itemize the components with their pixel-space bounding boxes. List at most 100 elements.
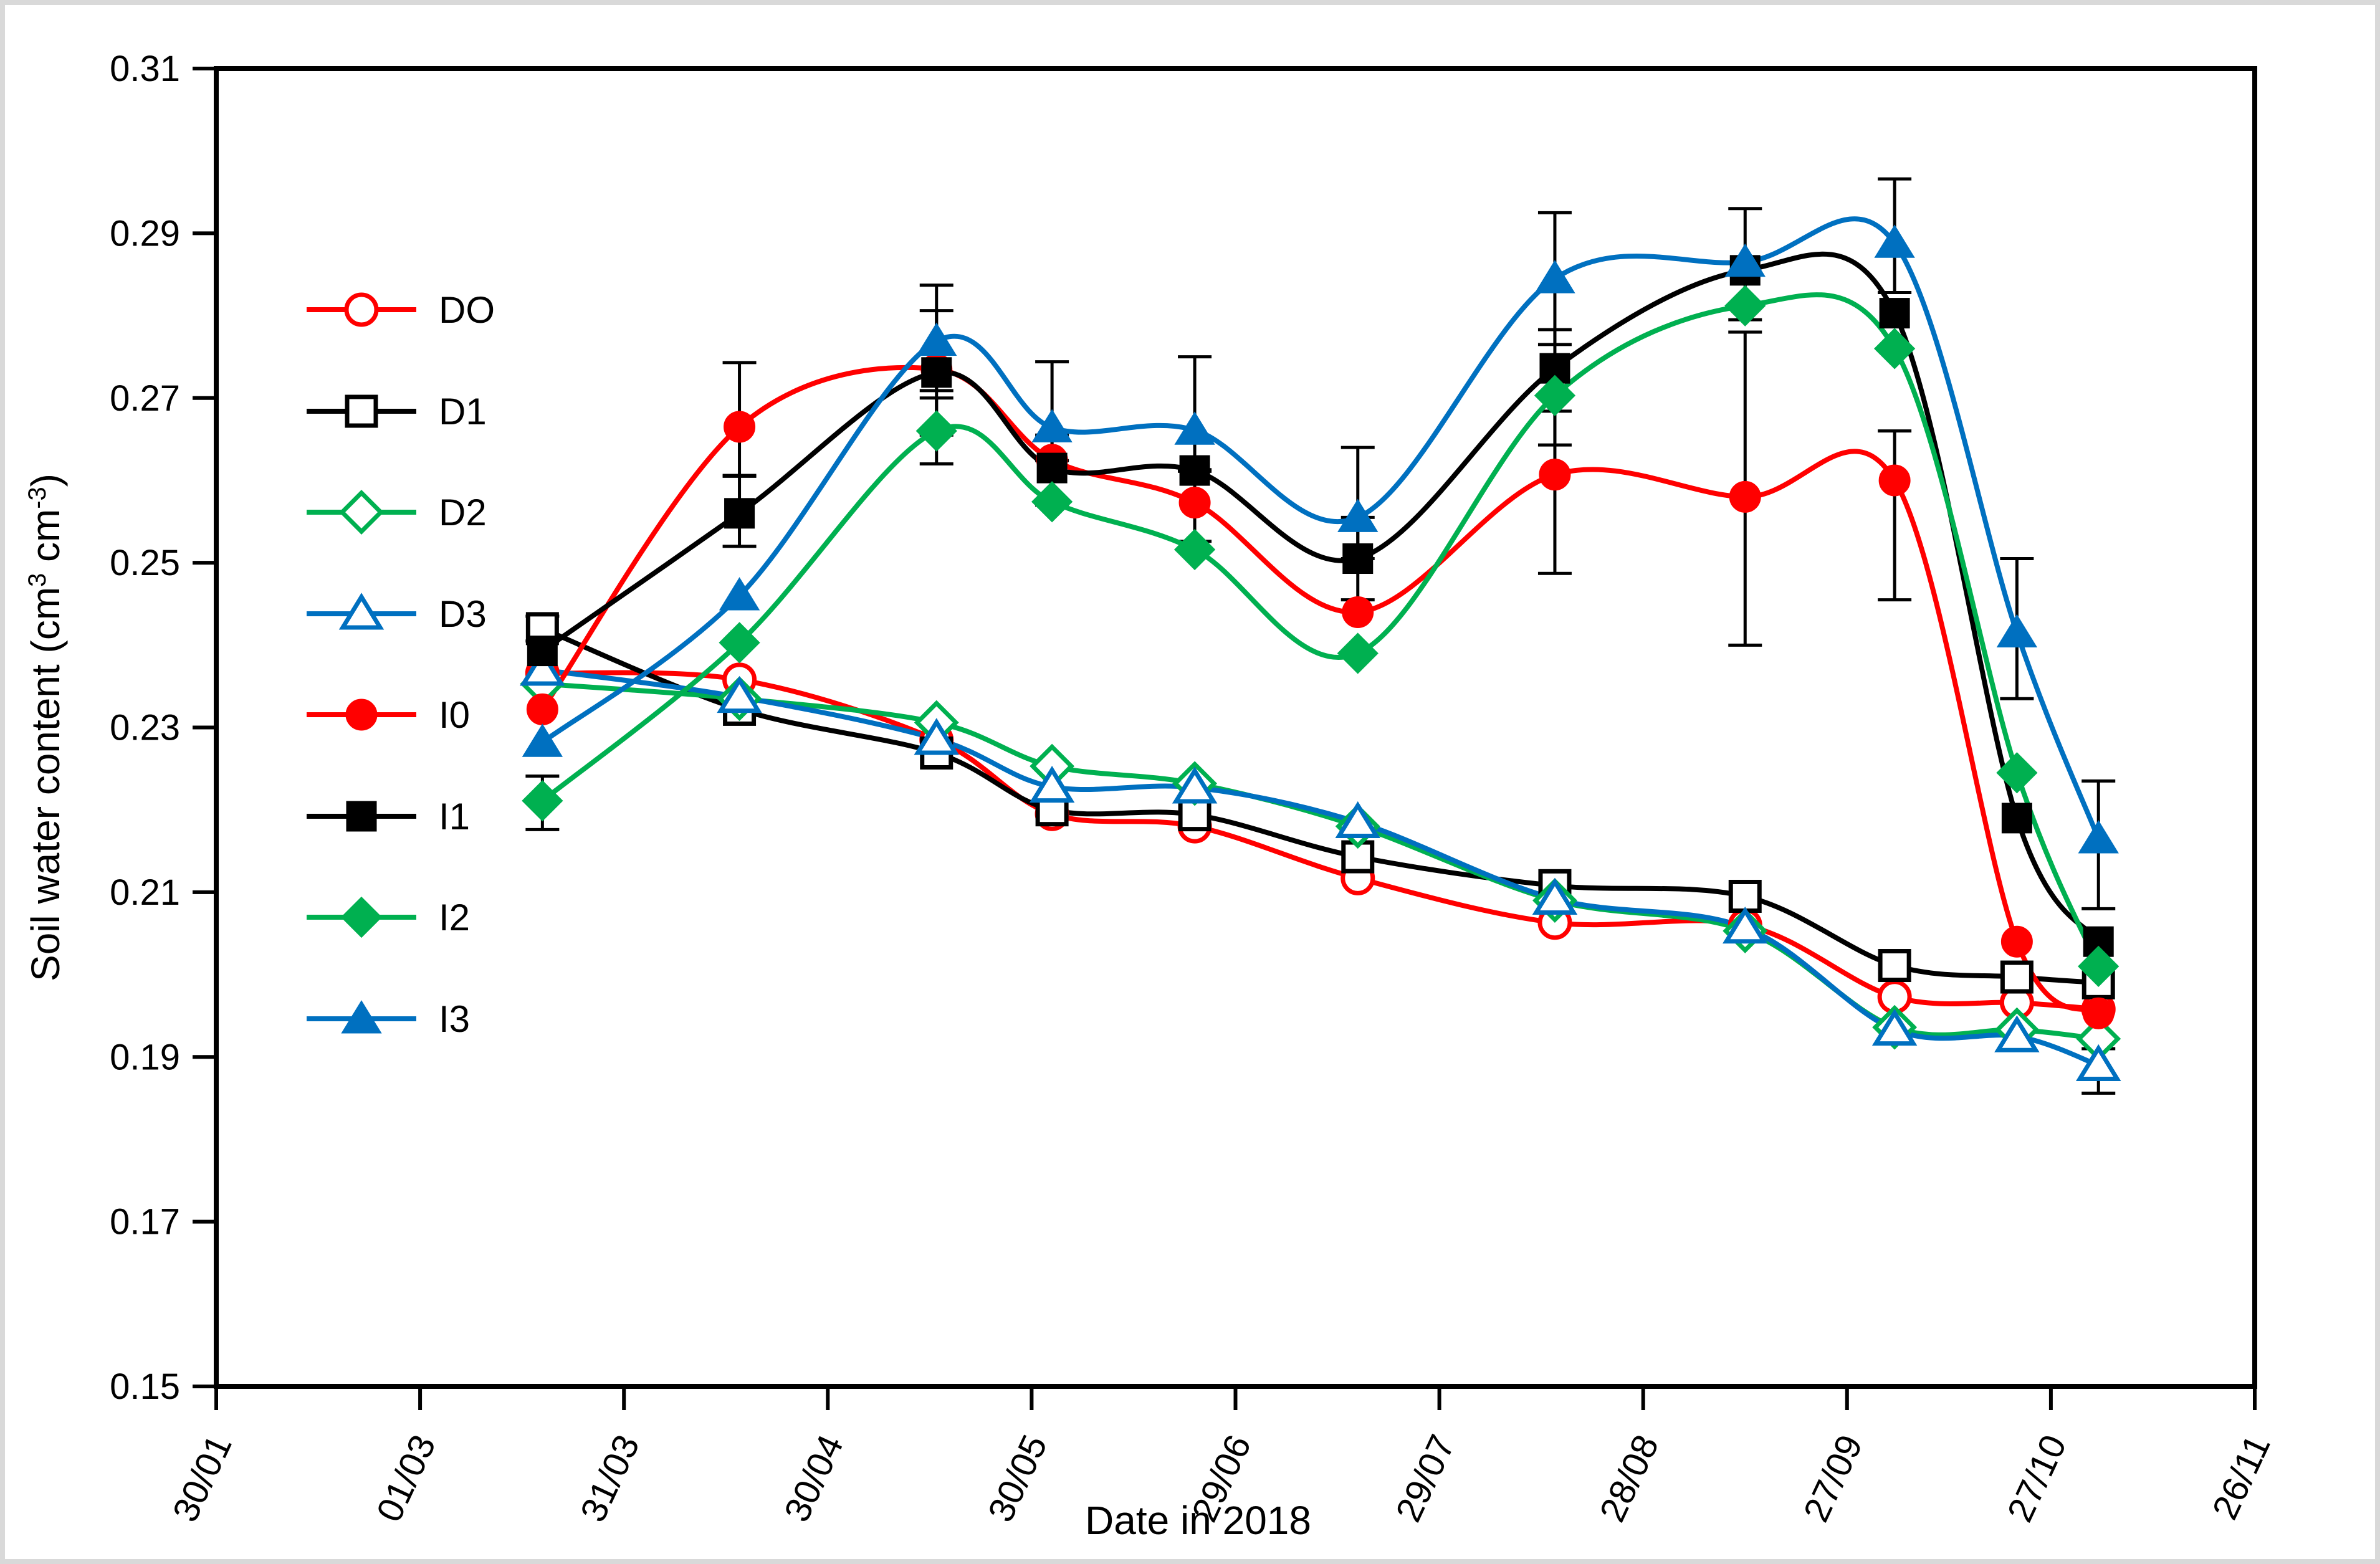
marker-I2 <box>1724 285 1766 327</box>
marker-I1 <box>527 636 558 667</box>
y-axis-title-part: cm <box>23 509 68 573</box>
legend-marker-DO <box>344 292 379 327</box>
marker-I1 <box>921 357 952 388</box>
marker-D3 <box>1029 765 1075 803</box>
marker-I2 <box>915 410 957 452</box>
legend-marker-D3 <box>338 593 385 630</box>
marker-D3 <box>520 649 565 686</box>
marker-I0 <box>1878 464 1911 497</box>
series-line-I2 <box>540 292 2101 969</box>
series-markers <box>520 224 2121 1081</box>
marker-I2 <box>2078 945 2120 987</box>
marker-D3 <box>914 718 959 755</box>
legend-label-DO: DO <box>439 289 495 331</box>
marker-I0 <box>2082 997 2115 1029</box>
legend-label-D3: D3 <box>439 593 487 635</box>
legend-item-DO: DO <box>307 289 495 331</box>
y-axis-title-superscript: 3 <box>24 573 51 587</box>
y-tick-labels: 0.31 0.29 0.27 0.25 0.23 0.21 0.19 0.17 0.15 <box>110 49 180 1407</box>
marker-I0 <box>1178 487 1211 519</box>
legend-marker-I0 <box>345 699 378 731</box>
legend: DO D1 D2 D3 I0 I1 I2 I3 <box>307 289 495 1040</box>
marker-I1 <box>1036 452 1068 484</box>
legend-item-I3: I3 <box>307 998 470 1040</box>
legend-label-I2: I2 <box>439 897 470 938</box>
marker-I2 <box>522 780 563 822</box>
legend-label-I3: I3 <box>439 998 470 1040</box>
marker-I3 <box>1724 243 1766 277</box>
marker-I0 <box>1539 459 1571 491</box>
marker-I3 <box>2078 820 2119 854</box>
marker-I2 <box>719 622 760 664</box>
legend-marker-D2 <box>339 490 384 535</box>
legend-item-D3: D3 <box>307 593 487 635</box>
marker-I3 <box>1874 224 1915 258</box>
marker-I1 <box>724 498 755 529</box>
y-tick-label: 0.27 <box>110 378 180 419</box>
y-tick-label: 0.31 <box>110 49 180 89</box>
marker-I1 <box>1879 298 1910 329</box>
legend-marker-I3 <box>341 1000 382 1034</box>
marker-I3 <box>916 322 957 356</box>
marker-D3 <box>1994 1015 2040 1052</box>
legend-item-I2: I2 <box>307 896 470 938</box>
marker-I2 <box>1173 528 1216 571</box>
y-tick-label: 0.21 <box>110 872 180 913</box>
marker-I2 <box>1873 328 1916 370</box>
y-axis-title-superscript: -3 <box>24 487 51 508</box>
x-axis-title: Date in 2018 <box>1085 1498 1311 1543</box>
legend-marker-D1 <box>345 394 378 428</box>
y-axis-title-part: Soil water content (cm <box>23 587 68 981</box>
marker-D3 <box>1532 877 1578 915</box>
marker-I0 <box>724 411 756 443</box>
legend-marker-I2 <box>340 896 383 938</box>
marker-D3 <box>2075 1044 2121 1081</box>
marker-D1 <box>1728 879 1762 913</box>
legend-item-I0: I0 <box>307 694 470 736</box>
marker-I3 <box>719 577 760 611</box>
marker-I1 <box>1179 455 1210 486</box>
y-tick-label: 0.25 <box>110 543 180 583</box>
marker-I3 <box>1996 614 2038 647</box>
marker-D3 <box>1871 1008 1918 1046</box>
marker-I0 <box>2000 925 2033 958</box>
marker-I3 <box>1534 260 1575 293</box>
marker-I3 <box>1337 498 1379 532</box>
legend-label-D1: D1 <box>439 391 487 432</box>
y-axis-title-part: ) <box>23 474 68 487</box>
legend-label-D2: D2 <box>439 492 487 533</box>
legend-label-I1: I1 <box>439 796 470 837</box>
marker-D1 <box>2000 960 2034 994</box>
marker-D3 <box>1335 801 1381 839</box>
marker-I2 <box>1031 481 1073 523</box>
y-axis-title: Soil water content (cm3 cm-3) <box>23 474 68 981</box>
y-tick-label: 0.29 <box>110 213 180 254</box>
marker-D3 <box>1723 907 1768 944</box>
axis-ticks <box>193 67 2257 1410</box>
series-line-I3 <box>540 216 2101 841</box>
marker-D1 <box>1878 949 1911 983</box>
marker-D3 <box>1172 766 1218 804</box>
marker-I2 <box>1534 374 1576 416</box>
marker-I2 <box>1337 632 1379 674</box>
y-tick-label: 0.19 <box>110 1037 180 1077</box>
series-line-I0 <box>540 365 2101 1016</box>
marker-I2 <box>1996 752 2038 794</box>
error-bar <box>1878 429 1912 602</box>
y-tick-label: 0.15 <box>110 1366 180 1407</box>
legend-item-I1: I1 <box>307 796 470 837</box>
marker-I0 <box>526 693 558 725</box>
marker-I3 <box>1174 411 1215 445</box>
marker-I3 <box>1031 409 1073 442</box>
marker-D3 <box>717 675 762 713</box>
marker-I1 <box>1342 543 1374 575</box>
legend-label-I0: I0 <box>439 694 470 736</box>
marker-I0 <box>1342 596 1374 628</box>
marker-I0 <box>1729 480 1761 513</box>
y-tick-label: 0.17 <box>110 1202 180 1242</box>
legend-item-D2: D2 <box>307 490 487 535</box>
y-tick-label: 0.23 <box>110 708 180 748</box>
